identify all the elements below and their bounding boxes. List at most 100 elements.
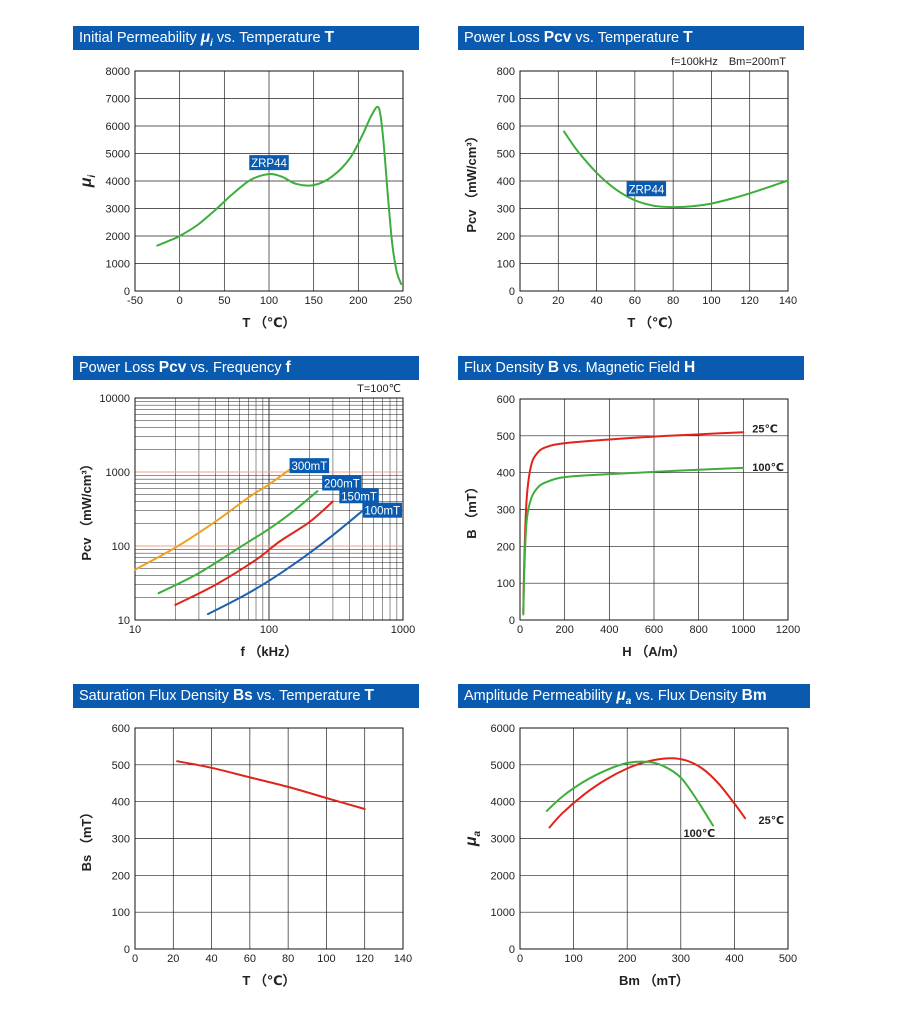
y-tick-label: 6000 [491, 723, 515, 735]
title-text-mid: vs. Temperature [212, 30, 325, 46]
y-tick-label: 4000 [491, 797, 515, 809]
x-tick-label: 0 [517, 953, 523, 965]
title-text: Power Loss [79, 360, 159, 376]
y-axis-label: μa [463, 830, 483, 847]
series-line-100mT [206, 509, 364, 616]
y-axis-label: Pcv （mW/cm³） [79, 457, 94, 560]
y-tick-label: 800 [497, 66, 515, 78]
x-tick-label: 600 [645, 624, 663, 636]
series-tag-bg [626, 181, 667, 197]
y-axis-label: Bs （mT） [79, 806, 94, 872]
y-tick-label: 600 [497, 121, 515, 133]
chart-panel-flux-density-field: Flux Density B vs. Magnetic Field H 0 200… [458, 356, 878, 684]
y-tick-label: 300 [497, 204, 515, 216]
plot-frame [134, 70, 404, 292]
x-tick-label: 80 [667, 295, 679, 307]
x-tick-label: 20 [167, 953, 179, 965]
y-tick-label: 500 [497, 149, 515, 161]
title-text-mid: vs. Temperature [571, 30, 684, 46]
x-tick-label: 100 [702, 295, 720, 307]
x-tick-label: 10 [129, 624, 141, 636]
y-tick-label: 600 [497, 394, 515, 406]
title-text-mid: vs. Magnetic Field [559, 360, 684, 376]
x-tick-label: 140 [394, 953, 412, 965]
series-label: 25℃ [752, 423, 778, 435]
x-axis-label: T （℃） [242, 973, 295, 988]
x-tick-label: 50 [218, 295, 230, 307]
conditions-label: T=100℃ [357, 383, 401, 395]
y-tick-label: 700 [497, 94, 515, 106]
chart-title: Flux Density B vs. Magnetic Field H [458, 356, 804, 380]
chart-title: Amplitude Permeability μa vs. Flux Densi… [458, 684, 810, 708]
y-tick-label: 200 [497, 541, 515, 553]
y-tick-label: 100 [112, 541, 130, 553]
title-text: Amplitude Permeability [464, 688, 617, 704]
series-line-200mT [157, 490, 319, 595]
x-tick-label: 1200 [776, 624, 800, 636]
y-tick-label: 200 [112, 870, 130, 882]
chart-title: Initial Permeability μi vs. Temperature … [73, 26, 419, 50]
y-tick-label: 6000 [106, 121, 130, 133]
y-tick-label: 10000 [99, 393, 130, 405]
title-bold: Bm [741, 687, 767, 704]
grid [134, 727, 404, 950]
series-tag-label: 100mT [364, 506, 400, 518]
title-text: Initial Permeability [79, 30, 201, 46]
y-tick-label: 100 [112, 907, 130, 919]
x-tick-label: -50 [127, 295, 143, 307]
grid [519, 398, 789, 621]
series-line-ZRP44 [563, 130, 789, 209]
series-tag-bg [362, 502, 402, 518]
title-symbol: μ [616, 687, 626, 704]
x-tick-label: 40 [205, 953, 217, 965]
title-bold: Bs [232, 687, 253, 704]
x-tick-label: 100 [564, 953, 582, 965]
y-tick-label: 100 [497, 578, 515, 590]
x-tick-label: 300 [672, 953, 690, 965]
x-tick-label: 80 [282, 953, 294, 965]
y-tick-label: 2000 [106, 231, 130, 243]
y-tick-label: 3000 [491, 834, 515, 846]
chart-title: Power Loss Pcv vs. Frequency f [73, 356, 419, 380]
x-tick-label: 20 [552, 295, 564, 307]
y-tick-label: 0 [509, 944, 515, 956]
title-text-mid: vs. Flux Density [631, 688, 742, 704]
series-line-100 [522, 466, 745, 616]
series-line-ZRP44 [156, 105, 403, 286]
x-tick-label: 120 [741, 295, 759, 307]
series-line-100 [545, 760, 714, 827]
y-tick-label: 4000 [106, 176, 130, 188]
grid [519, 70, 789, 292]
title-bold-2: f [285, 359, 291, 376]
y-tick-label: 500 [112, 760, 130, 772]
x-tick-label: 60 [629, 295, 641, 307]
y-axis-label: B （mT） [464, 480, 479, 539]
series-label: 100℃ [683, 828, 715, 840]
x-tick-label: 200 [555, 624, 573, 636]
title-text-mid: vs. Frequency [186, 360, 286, 376]
grid [519, 727, 789, 950]
y-tick-label: 5000 [106, 149, 130, 161]
title-bold-2: T [364, 687, 374, 704]
x-tick-label: 40 [590, 295, 602, 307]
x-tick-label: 1000 [391, 624, 415, 636]
y-tick-label: 8000 [106, 66, 130, 78]
title-bold: Pcv [543, 29, 572, 46]
x-axis-label: Bm （mT） [619, 973, 689, 988]
series-tag-bg [322, 475, 362, 491]
chart-panel-amplitude-permeability: Amplitude Permeability μa vs. Flux Densi… [458, 684, 878, 1012]
x-axis-label: H （A/m） [622, 644, 686, 659]
series-line-0 [176, 760, 366, 810]
y-tick-label: 400 [112, 797, 130, 809]
chart-title: Power Loss Pcv vs. Temperature T [458, 26, 804, 50]
series-line-300mT [134, 466, 294, 571]
x-tick-label: 120 [356, 953, 374, 965]
x-tick-label: 100 [260, 295, 278, 307]
chart-svg: 0 200 400 600 800 1000 1200 0 100 200 300 400 500 600… [464, 394, 800, 659]
title-text: Flux Density [464, 360, 548, 376]
title-text: Power Loss [464, 30, 544, 46]
y-tick-label: 300 [112, 834, 130, 846]
y-tick-label: 2000 [491, 870, 515, 882]
x-tick-label: 100 [260, 624, 278, 636]
y-tick-label: 0 [124, 944, 130, 956]
